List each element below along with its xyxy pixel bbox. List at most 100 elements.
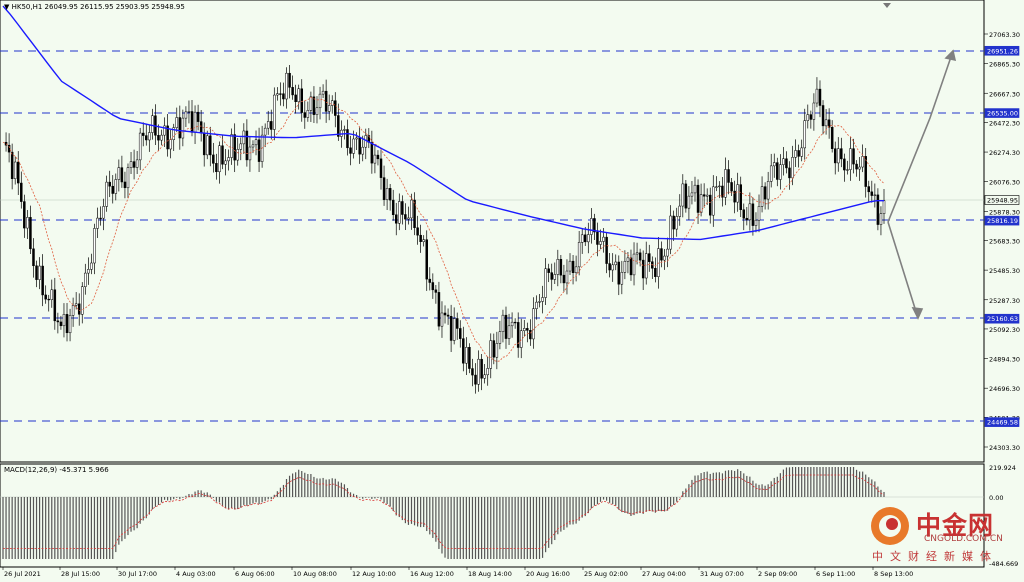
candle-body <box>227 157 230 162</box>
candle-body <box>507 325 511 339</box>
candle-body <box>120 167 124 183</box>
candle-body <box>169 139 172 150</box>
candle-body <box>44 294 47 300</box>
candle-body <box>769 165 773 182</box>
level-label-box <box>984 108 1020 118</box>
time-tick-label: 27 Aug 04:00 <box>642 570 686 578</box>
candle-body <box>882 200 886 214</box>
candle-body <box>702 194 706 197</box>
candle-body <box>547 268 550 273</box>
candle-body <box>843 158 846 171</box>
candle-body <box>410 199 413 219</box>
candle-body <box>727 169 730 183</box>
macd-tick-label: 219.924 <box>989 464 1016 472</box>
candle-body <box>833 148 837 164</box>
price-axis: 27063.30 26865.30 26667.30 26472.30 26274.30… <box>984 31 1020 452</box>
price-tick-label: 25878.30 <box>989 208 1020 216</box>
candle-body <box>672 215 675 230</box>
chart-shift-marker[interactable] <box>883 3 891 8</box>
candle-body <box>13 161 17 179</box>
price-tick-label: 26076.30 <box>989 179 1020 187</box>
candle-body <box>20 182 23 202</box>
candle-body <box>324 90 328 112</box>
candle-body <box>510 321 514 327</box>
candle-body <box>626 257 630 262</box>
candle-body <box>90 262 93 270</box>
candle-body <box>291 87 294 96</box>
candle-body <box>690 192 694 197</box>
projection-arrows <box>887 49 957 320</box>
candle-body <box>401 201 404 215</box>
candle-body <box>138 132 142 161</box>
candle-body <box>47 298 50 301</box>
candle-body <box>812 102 816 120</box>
candle-body <box>815 88 819 104</box>
candle-body <box>105 181 108 207</box>
candle-body <box>675 216 678 230</box>
candle-body <box>745 217 749 221</box>
level-label-text: 25160.63 <box>987 315 1018 323</box>
logo-subtitle: 中文财经新媒体 <box>872 550 998 563</box>
candle-body <box>327 105 331 112</box>
candle-body <box>519 330 523 348</box>
candle-body <box>541 297 544 302</box>
candle-body <box>855 163 858 170</box>
candle-body <box>684 183 688 209</box>
candle-body <box>108 181 111 187</box>
candle-body <box>733 190 736 203</box>
candle-body <box>608 263 611 271</box>
candle-body <box>84 272 87 287</box>
candle-body <box>205 135 209 156</box>
candle-body <box>584 234 587 243</box>
candle-body <box>355 137 358 140</box>
price-tick-label: 26865.30 <box>989 61 1020 69</box>
candle-body <box>489 340 493 369</box>
dropdown-triangle-icon[interactable]: ▼ <box>4 3 10 11</box>
up-arrow-head <box>944 49 957 62</box>
price-tick-label: 25683.30 <box>989 238 1020 246</box>
symbol-header: ▼ HK50,H1 26049.95 26115.95 25903.95 259… <box>4 3 185 11</box>
candle-body <box>678 205 682 217</box>
candle-body <box>837 148 840 164</box>
candle-body <box>638 252 642 261</box>
candle-body <box>644 253 648 279</box>
candle-body <box>276 93 279 96</box>
candle-body <box>23 201 26 229</box>
macd-tick-label: -484.669 <box>989 560 1018 568</box>
candle-body <box>602 236 605 242</box>
candle-body <box>693 184 697 194</box>
candle-body <box>141 132 145 136</box>
candle-body <box>209 135 212 156</box>
time-tick-label: 6 Sep 11:00 <box>816 570 855 578</box>
candle-body <box>29 217 32 250</box>
candle-body <box>657 248 660 277</box>
up-projection-arrow <box>887 50 954 223</box>
candle-body <box>797 150 800 157</box>
candle-body <box>648 253 651 262</box>
candle-body <box>663 255 666 261</box>
candle-body <box>468 347 471 369</box>
candle-body <box>93 228 96 264</box>
candle-body <box>654 268 657 277</box>
candle-body <box>846 169 849 171</box>
time-tick-label: 10 Aug 08:00 <box>293 570 337 578</box>
candle-body <box>766 181 770 200</box>
candle-body <box>480 358 483 379</box>
candle-body <box>309 96 313 111</box>
candle-body <box>81 286 84 315</box>
candle-body <box>535 301 538 309</box>
candle-body <box>669 215 672 250</box>
time-tick-label: 30 Jul 17:00 <box>118 570 157 578</box>
level-label-box <box>984 195 1020 205</box>
candle-body <box>394 214 398 224</box>
candle-body <box>580 234 584 243</box>
candle-body <box>99 217 102 220</box>
candle-body <box>59 321 63 327</box>
candle-body <box>696 184 700 213</box>
candle-body <box>151 115 154 133</box>
level-label-text: 24469.58 <box>987 419 1018 427</box>
candle-body <box>632 253 636 276</box>
candle-body <box>818 88 822 106</box>
